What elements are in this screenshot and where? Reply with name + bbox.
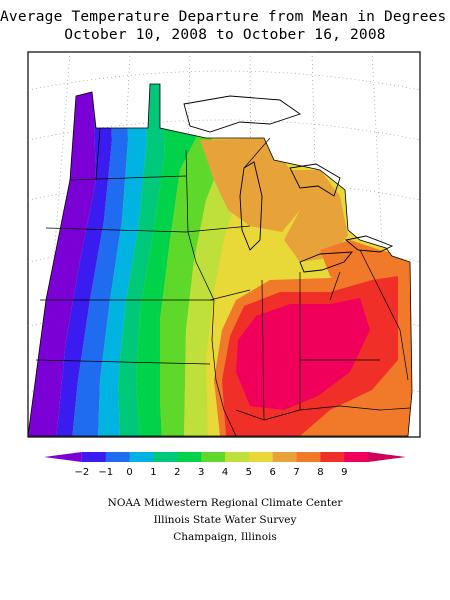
legend-swatch xyxy=(105,452,131,462)
legend-swatch xyxy=(177,452,202,462)
credit-org: NOAA Midwestern Regional Climate Center xyxy=(107,497,343,509)
legend-tick-label: 7 xyxy=(293,467,299,478)
legend-tick-label: 6 xyxy=(270,467,276,478)
legend-tick-label: −2 xyxy=(74,467,89,478)
legend-tick-label: 2 xyxy=(174,467,180,478)
credit-location: Champaign, Illinois xyxy=(173,531,277,543)
legend-swatch xyxy=(272,452,298,462)
legend-swatch xyxy=(344,452,369,462)
legend-swatch xyxy=(368,452,406,462)
legend-tick-label: 3 xyxy=(198,467,204,478)
legend-swatch xyxy=(248,452,274,462)
legend-swatch xyxy=(129,452,154,462)
legend-swatch xyxy=(320,452,345,462)
state-boundaries xyxy=(35,127,411,437)
legend-swatch xyxy=(153,452,178,462)
region-boundary xyxy=(27,83,413,437)
legend-swatch xyxy=(44,452,82,462)
map-title: Average Temperature Departure from Mean … xyxy=(0,9,450,25)
legend-tick-label: 1 xyxy=(150,467,156,478)
legend-swatch xyxy=(81,452,107,462)
legend-tick-label: −1 xyxy=(98,467,113,478)
color-legend: −2 −1 0 1 2 3 4 5 6 7 8 9 xyxy=(44,452,406,478)
great-lakes xyxy=(183,95,394,273)
legend-tick-label: 5 xyxy=(246,467,252,478)
legend-swatch xyxy=(201,452,226,462)
legend-tick-label: 8 xyxy=(317,467,323,478)
credit-survey: Illinois State Water Survey xyxy=(153,514,297,526)
legend-tick-label: 4 xyxy=(222,467,228,478)
legend-tick-label: 9 xyxy=(341,467,347,478)
legend-tick-label: 0 xyxy=(126,467,132,478)
legend-swatch xyxy=(225,452,250,462)
map-date-range: October 10, 2008 to October 16, 2008 xyxy=(64,27,386,43)
legend-swatch xyxy=(296,452,321,462)
